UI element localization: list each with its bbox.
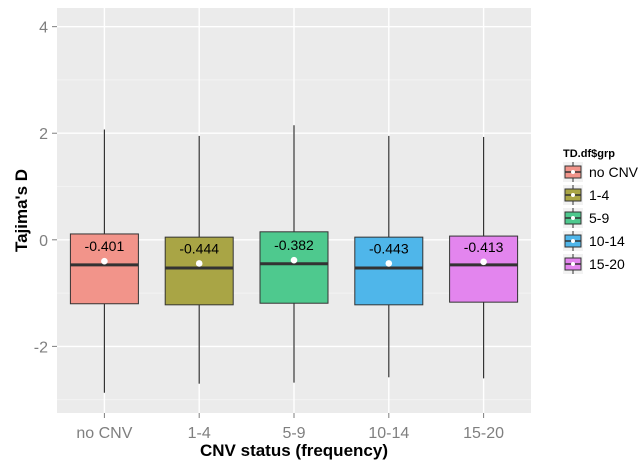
legend-item-no-cnv: no CNV: [563, 162, 639, 182]
legend: TD.df$grp no CNV 1-4 5-9 10-14 15-20: [563, 148, 639, 274]
y-axis-title: Tajima's D: [12, 169, 31, 252]
box-iqr: [449, 235, 519, 303]
y-tick-label: 0: [39, 233, 48, 250]
legend-key-mean: [571, 262, 575, 266]
legend-key-mean: [571, 170, 575, 174]
mean-point: [290, 256, 298, 264]
box-iqr: [164, 236, 234, 306]
mean-label: -0.401: [85, 238, 125, 254]
y-tick-label: 2: [39, 126, 48, 143]
legend-label: no CNV: [589, 164, 639, 180]
mean-label: -0.382: [274, 237, 314, 253]
y-axis: -2 0 2 4: [34, 20, 57, 356]
x-axis: no CNV 1-4 5-9 10-14 15-20: [76, 413, 504, 442]
box-15-20: -0.413: [449, 136, 519, 379]
x-tick-label: 5-9: [282, 425, 305, 442]
mean-label: -0.444: [179, 240, 219, 256]
box-5-9: -0.382: [259, 125, 329, 383]
y-tick-label: 4: [39, 20, 48, 37]
legend-item-10-14: 10-14: [563, 231, 625, 251]
box-series: -0.401 -0.444 -0.382 -0.443 -0.413: [69, 125, 519, 393]
legend-item-1-4: 1-4: [563, 185, 609, 205]
x-axis-title: CNV status (frequency): [200, 441, 388, 460]
legend-title: TD.df$grp: [563, 148, 615, 160]
mean-point: [101, 257, 108, 265]
legend-label: 1-4: [589, 187, 609, 203]
x-tick-label: 10-14: [368, 425, 409, 442]
legend-item-5-9: 5-9: [563, 208, 609, 228]
mean-label: -0.443: [369, 240, 409, 256]
y-tick-label: -2: [34, 339, 48, 356]
x-tick-label: no CNV: [76, 425, 132, 442]
legend-label: 10-14: [589, 233, 625, 249]
x-tick-label: 15-20: [463, 425, 504, 442]
legend-key-mean: [571, 216, 575, 220]
legend-item-15-20: 15-20: [563, 254, 625, 274]
box-1-4: -0.444: [164, 135, 234, 384]
legend-key-mean: [571, 193, 575, 197]
mean-point: [195, 260, 203, 267]
box-no-cnv: -0.401: [69, 129, 139, 393]
box-iqr: [69, 233, 139, 305]
box-10-14: -0.443: [354, 135, 424, 378]
x-tick-label: 1-4: [188, 425, 211, 442]
box-iqr: [259, 231, 329, 304]
mean-point: [385, 260, 393, 267]
legend-label: 15-20: [589, 256, 625, 272]
mean-point: [480, 258, 487, 266]
legend-label: 5-9: [589, 210, 609, 226]
legend-key-mean: [571, 239, 575, 243]
mean-label: -0.413: [464, 239, 504, 255]
box-iqr: [354, 236, 424, 306]
